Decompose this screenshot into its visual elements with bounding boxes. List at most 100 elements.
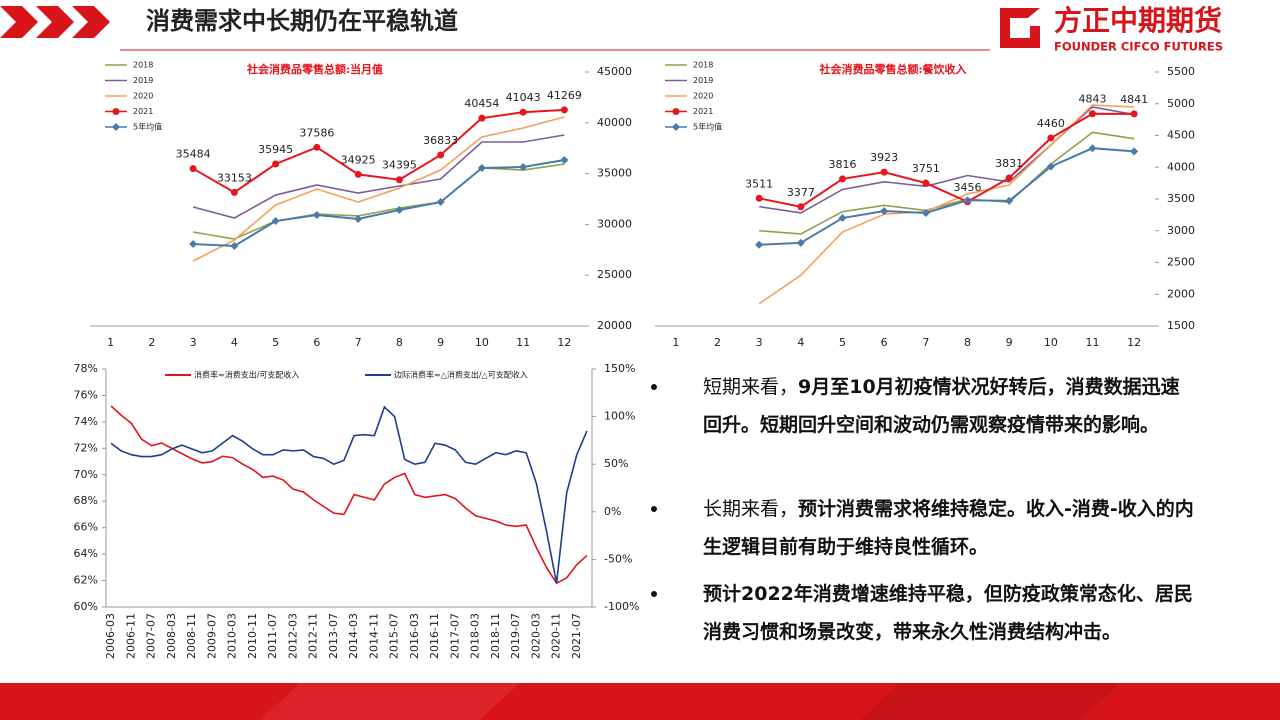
- x-tick-label: 2018-11: [489, 613, 502, 659]
- x-tick-label: 2009-07: [205, 613, 218, 659]
- slide-title: 消费需求中长期仍在平稳轨道: [146, 7, 458, 35]
- data-label: 3456: [954, 181, 982, 194]
- bullet-lead: 短期来看，: [703, 376, 799, 398]
- x-tick-label: 1: [672, 336, 679, 349]
- data-label: 3816: [829, 158, 857, 171]
- y2-tick-label: 50%: [604, 457, 628, 470]
- legend-label: 消费率=消费支出/可支配收入: [194, 370, 299, 380]
- y2-tick-label: -50%: [604, 552, 632, 565]
- data-label: 34925: [341, 153, 376, 166]
- y-tick-label: 3500: [1167, 192, 1195, 205]
- logo-icon-cut: [1018, 8, 1040, 26]
- point: [112, 123, 120, 131]
- point: [519, 108, 527, 116]
- y-tick-label: 74%: [74, 415, 98, 428]
- y2-tick-label: 0%: [604, 505, 621, 518]
- x-tick-label: 2: [148, 336, 155, 349]
- legend-label: 2018: [693, 61, 713, 70]
- bullet-body: 预计消费需求将维持稳定。收入-消费-收入的内生逻辑目前有助于维持良性循环。: [703, 498, 1194, 558]
- x-tick-label: 6: [313, 336, 320, 349]
- x-tick-label: 2021-07: [570, 613, 583, 659]
- bullet: 短期来看，9月至10月初疫情状况好转后，消费数据迅速回升。短期回升空间和波动仍需…: [651, 368, 1195, 444]
- x-tick-label: 2019-07: [509, 613, 522, 659]
- point: [189, 240, 198, 249]
- point: [478, 114, 486, 122]
- point: [755, 240, 764, 249]
- legend-label: 边际消费率=△消费支出/△可支配收入: [394, 370, 528, 380]
- y-tick-label: 78%: [74, 362, 98, 375]
- data-label: 36833: [423, 134, 458, 147]
- data-label: 37586: [299, 126, 334, 139]
- x-tick-label: 9: [437, 336, 444, 349]
- series-line: [192, 134, 565, 219]
- x-tick-label: 10: [475, 336, 489, 349]
- x-tick-label: 11: [1086, 336, 1100, 349]
- legend-label: 2021: [133, 107, 153, 116]
- x-tick-label: 2: [714, 336, 721, 349]
- legend-label: 2021: [693, 107, 713, 116]
- legend-label: 2019: [693, 76, 713, 85]
- y-tick-label: 62%: [74, 574, 98, 587]
- series-line: [759, 131, 1135, 235]
- x-tick-label: 2016-03: [408, 613, 421, 659]
- point: [922, 179, 930, 187]
- x-tick-label: 2010-03: [226, 613, 239, 659]
- point: [272, 160, 280, 168]
- bullet-body: 预计2022年消费增速维持平稳，但防疫政策常态化、居民消费习惯和场景改变，带来永…: [703, 583, 1193, 643]
- point: [477, 164, 486, 173]
- point: [519, 162, 528, 171]
- y-tick-label: 68%: [74, 494, 98, 507]
- y-tick-label: 5500: [1167, 65, 1195, 78]
- x-tick-label: 4: [231, 336, 238, 349]
- x-tick-label: 9: [1006, 336, 1013, 349]
- point: [1046, 162, 1055, 171]
- point: [560, 155, 569, 164]
- x-tick-label: 6: [881, 336, 888, 349]
- data-label: 3923: [870, 151, 898, 164]
- data-label: 41043: [506, 91, 541, 104]
- point: [112, 108, 120, 115]
- y-tick-label: 25000: [597, 268, 632, 281]
- x-tick-label: 2008-03: [165, 613, 178, 659]
- point: [437, 151, 445, 159]
- series-line: [192, 108, 565, 194]
- legend-label: 5年均值: [133, 122, 162, 132]
- x-tick-label: 2014-03: [347, 613, 360, 659]
- point: [313, 143, 321, 151]
- point: [963, 196, 972, 205]
- legend-label: 2018: [133, 61, 153, 70]
- footer-stripe: [860, 683, 1120, 720]
- point: [921, 208, 930, 217]
- bullet-text: 短期来看，9月至10月初疫情状况好转后，消费数据迅速回升。短期回升空间和波动仍需…: [703, 368, 1195, 444]
- x-tick-label: 2015-07: [388, 613, 401, 659]
- series-line: [758, 112, 1135, 208]
- point: [1005, 174, 1013, 182]
- series-line: [110, 405, 588, 585]
- data-label: 3751: [912, 162, 940, 175]
- legend-label: 2019: [133, 76, 153, 85]
- point: [436, 198, 445, 207]
- x-tick-label: 7: [355, 336, 362, 349]
- x-tick-label: 8: [396, 336, 403, 349]
- x-tick-label: 2008-11: [185, 613, 198, 659]
- y-tick-label: 30000: [597, 217, 632, 230]
- y-tick-label: 66%: [74, 521, 98, 534]
- x-tick-label: 12: [1127, 336, 1141, 349]
- footer-stripe: [260, 683, 520, 720]
- x-tick-label: 7: [922, 336, 929, 349]
- y-tick-label: 60%: [74, 600, 98, 613]
- point: [189, 165, 197, 173]
- bullet-text: 长期来看，预计消费需求将维持稳定。收入-消费-收入的内生逻辑目前有助于维持良性循…: [703, 490, 1195, 566]
- bullet-dot: [651, 591, 657, 597]
- point: [1047, 134, 1055, 142]
- x-tick-label: 2017-07: [448, 613, 461, 659]
- series-line: [110, 405, 588, 584]
- y-tick-label: 35000: [597, 167, 632, 180]
- point: [230, 188, 238, 196]
- data-label: 35484: [176, 148, 211, 161]
- data-label: 3831: [995, 157, 1023, 170]
- point: [354, 170, 362, 178]
- bullet: 预计2022年消费增速维持平稳，但防疫政策常态化、居民消费习惯和场景改变，带来永…: [651, 575, 1195, 651]
- point: [395, 176, 403, 184]
